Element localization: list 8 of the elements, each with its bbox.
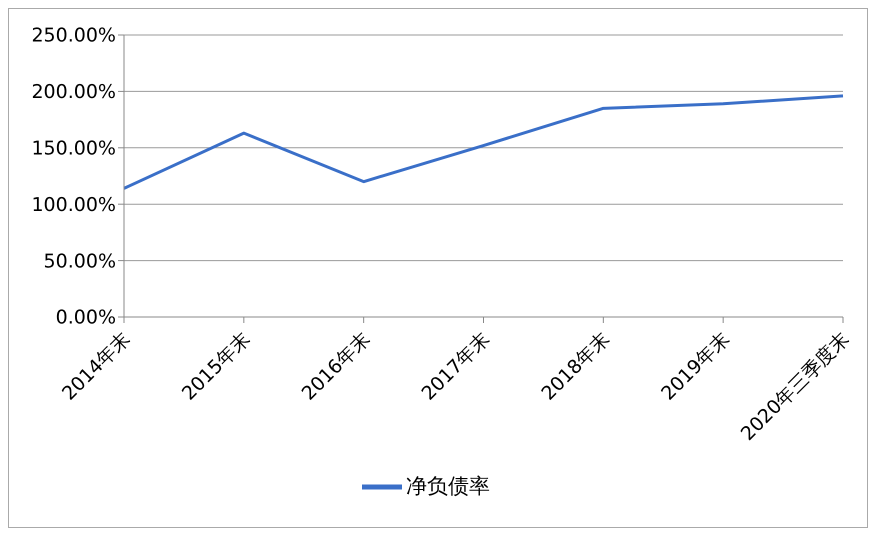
y-tick-label: 50.00% [44,250,116,272]
y-tick-label: 250.00% [31,24,116,47]
y-tick-label: 150.00% [31,138,116,160]
y-tick-label: 200.00% [31,81,116,104]
y-tick-label: 0.00% [56,306,116,329]
line-series [122,94,844,190]
y-tick-label: 100.00% [31,194,116,216]
legend-label: 净负债率 [406,474,490,498]
